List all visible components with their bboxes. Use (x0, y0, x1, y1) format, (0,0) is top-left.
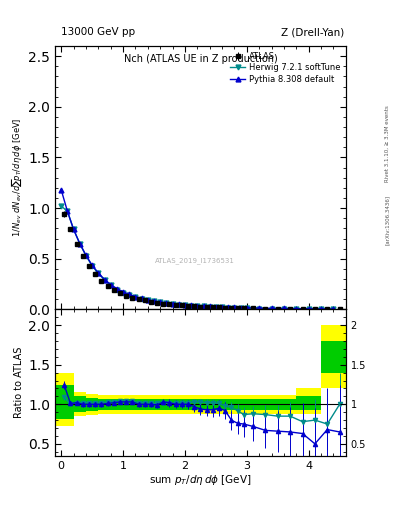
Pythia 8.308 default (208, 303, 212, 309)
Pythia 8.308 default (189, 302, 193, 308)
Pythia 8.308 default (133, 293, 138, 300)
Herwig 7.2.1 softTune (170, 301, 175, 307)
Pythia 8.308 default (282, 306, 286, 312)
Herwig 7.2.1 softTune (232, 305, 237, 311)
Pythia 8.308 default (114, 286, 119, 292)
Herwig 7.2.1 softTune (319, 306, 323, 312)
Herwig 7.2.1 softTune (145, 297, 150, 303)
Herwig 7.2.1 softTune (257, 306, 262, 312)
Pythia 8.308 default (164, 300, 169, 306)
Line: Pythia 8.308 default: Pythia 8.308 default (59, 187, 336, 311)
Pythia 8.308 default (121, 289, 125, 295)
Herwig 7.2.1 softTune (294, 306, 299, 312)
Herwig 7.2.1 softTune (121, 290, 125, 296)
Herwig 7.2.1 softTune (307, 306, 311, 312)
Pythia 8.308 default (238, 305, 243, 311)
Herwig 7.2.1 softTune (139, 296, 144, 302)
Herwig 7.2.1 softTune (201, 304, 206, 310)
Text: Nch (ATLAS UE in Z production): Nch (ATLAS UE in Z production) (123, 54, 277, 64)
Herwig 7.2.1 softTune (108, 282, 113, 288)
Pythia 8.308 default (201, 303, 206, 309)
Herwig 7.2.1 softTune (244, 305, 249, 311)
Herwig 7.2.1 softTune (176, 302, 181, 308)
Pythia 8.308 default (152, 298, 156, 304)
Herwig 7.2.1 softTune (208, 304, 212, 310)
Pythia 8.308 default (71, 226, 76, 232)
Herwig 7.2.1 softTune (77, 241, 82, 247)
Pythia 8.308 default (108, 282, 113, 288)
Herwig 7.2.1 softTune (96, 270, 101, 276)
Herwig 7.2.1 softTune (331, 306, 336, 312)
Pythia 8.308 default (319, 306, 323, 312)
Pythia 8.308 default (96, 270, 101, 276)
Text: ATLAS_2019_I1736531: ATLAS_2019_I1736531 (155, 257, 235, 264)
Legend: ATLAS, Herwig 7.2.1 softTune, Pythia 8.308 default: ATLAS, Herwig 7.2.1 softTune, Pythia 8.3… (228, 50, 342, 86)
Herwig 7.2.1 softTune (195, 303, 200, 309)
Herwig 7.2.1 softTune (102, 277, 107, 283)
Pythia 8.308 default (232, 304, 237, 310)
Pythia 8.308 default (102, 276, 107, 283)
Pythia 8.308 default (257, 305, 262, 311)
Herwig 7.2.1 softTune (133, 294, 138, 301)
Herwig 7.2.1 softTune (152, 298, 156, 305)
Herwig 7.2.1 softTune (71, 226, 76, 232)
Pythia 8.308 default (220, 304, 224, 310)
Pythia 8.308 default (213, 304, 218, 310)
Pythia 8.308 default (183, 302, 187, 308)
Herwig 7.2.1 softTune (59, 203, 64, 209)
Pythia 8.308 default (269, 305, 274, 311)
Pythia 8.308 default (84, 252, 88, 258)
Line: Herwig 7.2.1 softTune: Herwig 7.2.1 softTune (59, 204, 336, 312)
Pythia 8.308 default (145, 296, 150, 303)
Herwig 7.2.1 softTune (282, 306, 286, 312)
Y-axis label: Ratio to ATLAS: Ratio to ATLAS (14, 347, 24, 418)
Pythia 8.308 default (294, 306, 299, 312)
Pythia 8.308 default (139, 295, 144, 302)
Pythia 8.308 default (331, 306, 336, 312)
Herwig 7.2.1 softTune (127, 292, 132, 298)
Herwig 7.2.1 softTune (164, 300, 169, 306)
Pythia 8.308 default (195, 303, 200, 309)
Text: Z (Drell-Yan): Z (Drell-Yan) (281, 27, 344, 37)
Y-axis label: $1/N_{ev}\ dN_{ev}/d\!\sum\!p_T/d\eta\,d\phi\ [\mathrm{GeV}]$: $1/N_{ev}\ dN_{ev}/d\!\sum\!p_T/d\eta\,d… (10, 118, 24, 238)
Pythia 8.308 default (226, 304, 231, 310)
Text: Rivet 3.1.10, ≥ 3.3M events: Rivet 3.1.10, ≥ 3.3M events (385, 105, 389, 182)
Herwig 7.2.1 softTune (158, 300, 163, 306)
Pythia 8.308 default (127, 291, 132, 297)
Pythia 8.308 default (65, 208, 70, 214)
Pythia 8.308 default (158, 299, 163, 305)
Pythia 8.308 default (176, 301, 181, 307)
Pythia 8.308 default (244, 305, 249, 311)
X-axis label: sum $p_T/d\eta\,d\phi$ [GeV]: sum $p_T/d\eta\,d\phi$ [GeV] (149, 473, 252, 487)
Pythia 8.308 default (77, 241, 82, 247)
Herwig 7.2.1 softTune (90, 263, 94, 269)
Herwig 7.2.1 softTune (114, 287, 119, 293)
Herwig 7.2.1 softTune (65, 208, 70, 214)
Herwig 7.2.1 softTune (183, 302, 187, 308)
Herwig 7.2.1 softTune (226, 305, 231, 311)
Herwig 7.2.1 softTune (213, 304, 218, 310)
Herwig 7.2.1 softTune (84, 252, 88, 259)
Herwig 7.2.1 softTune (189, 303, 193, 309)
Pythia 8.308 default (90, 262, 94, 268)
Pythia 8.308 default (307, 306, 311, 312)
Text: [arXiv:1306.3436]: [arXiv:1306.3436] (385, 195, 389, 245)
Herwig 7.2.1 softTune (220, 304, 224, 310)
Pythia 8.308 default (59, 187, 64, 193)
Herwig 7.2.1 softTune (238, 305, 243, 311)
Text: 13000 GeV pp: 13000 GeV pp (61, 27, 135, 37)
Pythia 8.308 default (170, 301, 175, 307)
Herwig 7.2.1 softTune (269, 306, 274, 312)
